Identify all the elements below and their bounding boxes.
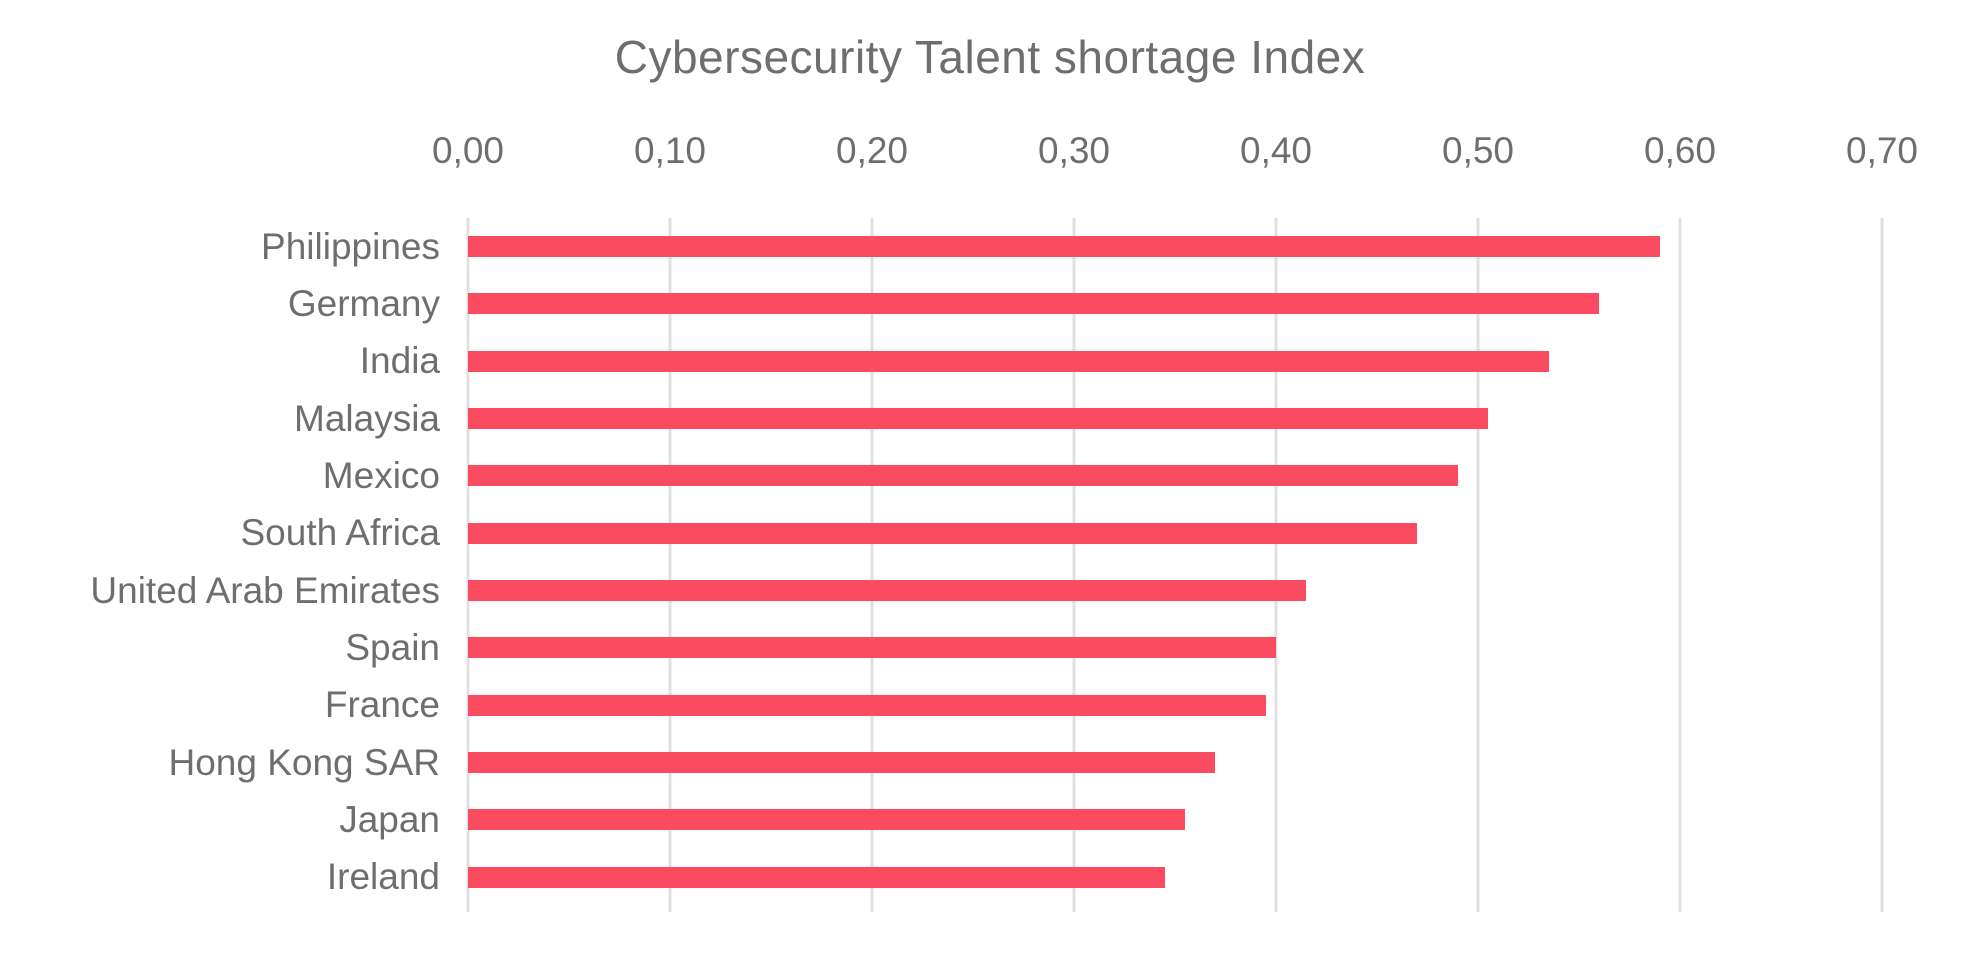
gridline <box>1880 218 1884 912</box>
bar <box>468 694 1266 716</box>
category-label: Hong Kong SAR <box>168 741 440 783</box>
bar-row <box>468 390 1882 447</box>
gridline <box>1072 218 1076 912</box>
x-axis-tick-label: 0,40 <box>1239 130 1313 171</box>
category-label: Japan <box>339 798 440 840</box>
bar <box>468 465 1458 487</box>
y-axis-category-labels: Philippines Germany India Malaysia Mexico Sou… <box>0 218 440 906</box>
category-label: India <box>359 340 440 382</box>
category-label: Germany <box>287 282 440 324</box>
bar <box>468 236 1660 258</box>
category-label: United Arab Emirates <box>90 569 440 611</box>
gridline <box>668 218 672 912</box>
gridline <box>870 218 874 912</box>
bar-row <box>468 333 1882 390</box>
bar-row <box>468 562 1882 619</box>
bar <box>468 752 1216 774</box>
x-axis-tick-label: 0,10 <box>633 130 707 171</box>
bar-row <box>468 505 1882 562</box>
bar-row <box>468 619 1882 676</box>
x-axis-tick-label: 0,50 <box>1441 130 1515 171</box>
bar-row <box>468 734 1882 791</box>
bar <box>468 866 1165 888</box>
bar <box>468 293 1600 315</box>
category-label: Mexico <box>322 454 440 496</box>
x-axis-tick-label: 0,70 <box>1845 130 1919 171</box>
category-label: Ireland <box>326 856 440 898</box>
category-label: France <box>324 684 440 726</box>
bar <box>468 522 1418 544</box>
x-axis: 0,00 0,10 0,20 0,30 0,40 0,50 0,60 0,70 <box>432 126 1918 176</box>
category-label: Philippines <box>261 225 440 267</box>
gridline <box>466 218 470 912</box>
bar <box>468 637 1276 659</box>
x-axis-tick-label: 0,00 <box>431 130 505 171</box>
bar-row <box>468 677 1882 734</box>
bar-row <box>468 218 1882 275</box>
gridlines <box>466 218 1884 912</box>
bar-row <box>468 849 1882 906</box>
gridline <box>1274 218 1278 912</box>
bar <box>468 408 1489 430</box>
gridline <box>1678 218 1682 912</box>
bar-row <box>468 275 1882 332</box>
plot-area <box>468 218 1882 906</box>
chart-title: Cybersecurity Talent shortage Index <box>614 31 1366 83</box>
bar <box>468 809 1186 831</box>
bar-row <box>468 447 1882 504</box>
x-axis-tick-label: 0,30 <box>1037 130 1111 171</box>
bar-row <box>468 791 1882 848</box>
gridline <box>1476 218 1480 912</box>
category-label: Spain <box>345 626 440 668</box>
x-axis-tick-label: 0,20 <box>835 130 909 171</box>
category-label: South Africa <box>240 512 440 554</box>
x-axis-tick-label: 0,60 <box>1643 130 1717 171</box>
bar <box>468 350 1549 372</box>
category-label: Malaysia <box>294 397 440 439</box>
bar <box>468 580 1307 602</box>
